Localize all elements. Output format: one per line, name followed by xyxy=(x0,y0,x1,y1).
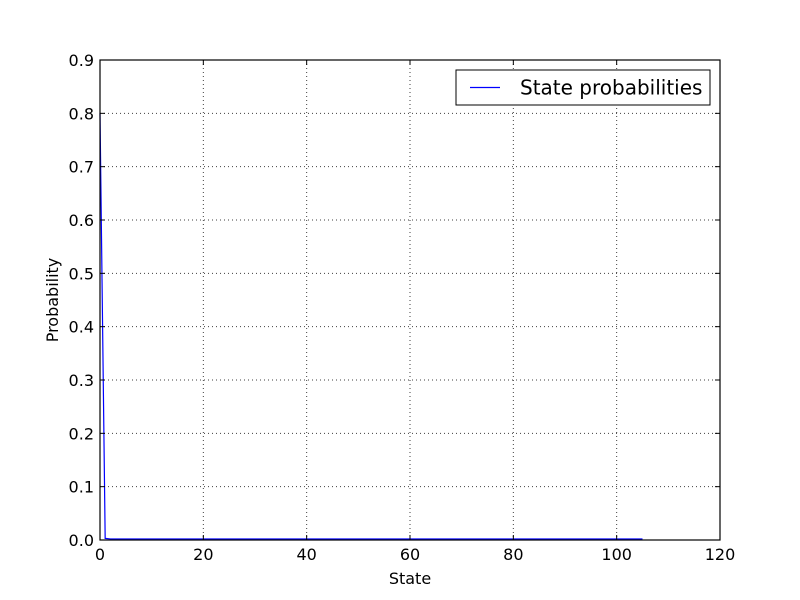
x-tick-label: 100 xyxy=(601,545,632,564)
y-tick-label: 0.8 xyxy=(69,104,94,123)
y-tick-label: 0.6 xyxy=(69,211,94,230)
y-axis-label: Probability xyxy=(43,258,62,343)
series-layer xyxy=(99,113,643,540)
tick-labels: 0 20 40 60 80 100 120 0.0 0.1 0.2 0.3 0.4 0.5 0.6 0.7 0… xyxy=(69,51,736,564)
x-axis-label: State xyxy=(389,569,431,588)
y-tick-label: 0.5 xyxy=(69,264,94,283)
y-tick-label: 0.1 xyxy=(69,478,94,497)
y-tick-label: 0.2 xyxy=(69,424,94,443)
grid xyxy=(99,59,721,541)
x-tick-label: 0 xyxy=(95,545,105,564)
y-tick-label: 0.9 xyxy=(69,51,94,70)
legend: State probabilities xyxy=(455,69,711,106)
y-tick-label: 0.0 xyxy=(69,531,94,550)
x-tick-label: 40 xyxy=(296,545,316,564)
ticks xyxy=(99,59,721,541)
y-tick-label: 0.4 xyxy=(69,318,94,337)
x-tick-label: 120 xyxy=(705,545,736,564)
series-line xyxy=(99,113,643,540)
x-tick-label: 80 xyxy=(503,545,523,564)
x-tick-label: 20 xyxy=(193,545,213,564)
x-tick-label: 60 xyxy=(400,545,420,564)
y-tick-label: 0.3 xyxy=(69,371,94,390)
y-tick-label: 0.7 xyxy=(69,158,94,177)
legend-label: State probabilities xyxy=(520,76,702,100)
